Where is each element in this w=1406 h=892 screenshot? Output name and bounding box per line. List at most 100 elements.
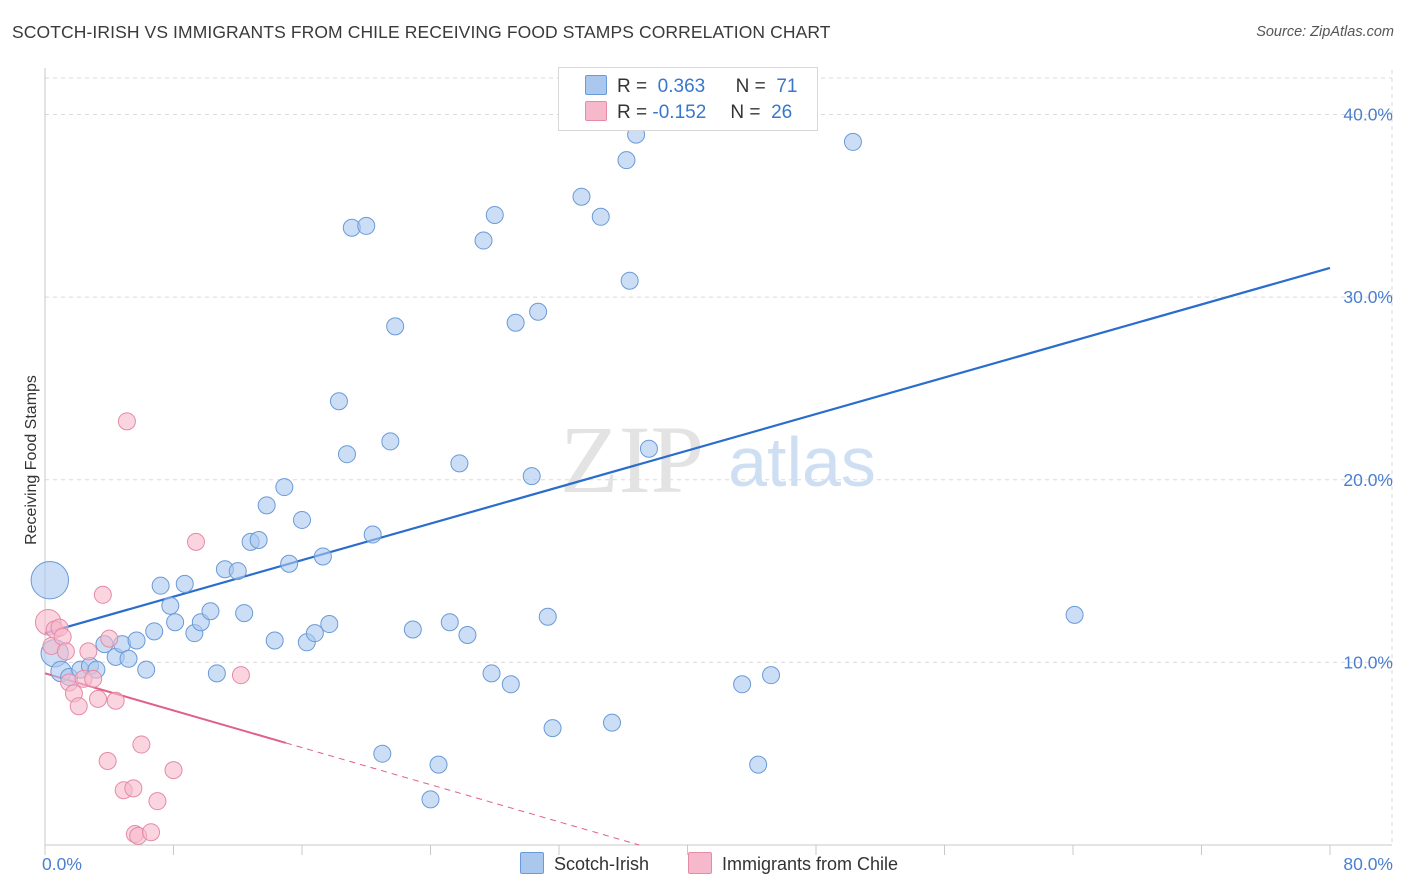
chile-point [124, 779, 143, 798]
bottom-legend-chile: Immigrants from Chile [688, 852, 898, 875]
scotch-irish-point [440, 613, 459, 632]
legend-n-label: N = [730, 102, 761, 123]
y-tick-label: 20.0% [1343, 470, 1393, 490]
scotch-irish-point [207, 664, 226, 683]
stats-legend: R = 0.363 N = 71 R = -0.152 N = 26 [558, 67, 818, 131]
watermark-atlas: atlas [728, 423, 876, 501]
chart-title: SCOTCH-IRISH VS IMMIGRANTS FROM CHILE RE… [12, 22, 831, 42]
chile-point [106, 691, 125, 710]
scotch-irish-point [733, 675, 752, 694]
legend-swatch-blue [585, 75, 607, 95]
scotch-irish-point [617, 151, 636, 170]
scotch-irish-point [474, 231, 493, 250]
scotch-irish-point [30, 561, 70, 600]
chile-point [89, 689, 108, 708]
scotch-irish-point [337, 445, 356, 464]
data-points [30, 125, 1084, 845]
scotch-irish-point [403, 620, 422, 639]
scotch-irish-point [137, 660, 156, 679]
scotch-irish-point [228, 562, 247, 581]
scotch-irish-point [522, 467, 541, 486]
legend-n-value: 26 [771, 102, 793, 123]
scotch-irish-point [501, 675, 520, 694]
scotch-irish-point [482, 664, 501, 683]
scotch-irish-point [373, 744, 392, 763]
chile-point [132, 735, 151, 754]
scotch-irish-point [249, 531, 268, 550]
legend-r-label: R = [617, 102, 648, 123]
scotch-irish-point [257, 496, 276, 515]
scotch-irish-point [762, 666, 781, 685]
chile-trend-line-extension [285, 742, 640, 846]
bottom-legend-scotch-irish: Scotch-Irish [520, 852, 649, 875]
scotch-irish-point [320, 615, 339, 634]
legend-swatch-pink [585, 101, 607, 121]
chile-point [142, 823, 161, 842]
trend-lines [44, 266, 1331, 846]
chile-point [69, 697, 88, 716]
legend-r-value: 0.363 [657, 76, 706, 97]
scotch-irish-point [639, 439, 658, 458]
scotch-irish-point [329, 392, 348, 411]
x-tick-label: 80.0% [1343, 854, 1393, 874]
scotch-irish-point [421, 790, 440, 809]
scotch-irish-point [386, 317, 405, 336]
bottom-legend-label: Scotch-Irish [554, 854, 650, 874]
scotch-irish-point [235, 604, 254, 623]
chile-point [53, 627, 72, 646]
chile-point [84, 669, 103, 688]
chile-point [231, 666, 250, 685]
scotch-irish-point [843, 132, 862, 151]
axes [44, 68, 1392, 855]
scotch-irish-point [280, 554, 299, 573]
legend-n-label: N = [735, 76, 766, 97]
scotch-irish-point [313, 547, 332, 566]
legend-n-value: 71 [776, 76, 798, 97]
scotch-irish-point [151, 576, 170, 595]
scotch-irish-point [603, 713, 622, 732]
legend-r-label: R = [617, 76, 648, 97]
grid-lines [45, 70, 1393, 845]
scotch-irish-point [529, 302, 548, 321]
scotch-irish-point [293, 510, 311, 529]
y-tick-label: 40.0% [1343, 105, 1393, 125]
scotch-irish-point [591, 207, 610, 226]
scotch-irish-point [275, 478, 294, 497]
scotch-irish-point [538, 607, 557, 626]
scotch-irish-point [543, 719, 562, 738]
scotch-irish-point [175, 574, 194, 593]
watermark-zip: ZIP [560, 406, 704, 513]
tick-labels: 10.0% 20.0% 30.0% 40.0% 0.0% 80.0% [42, 105, 1393, 874]
scotch-irish-point [620, 271, 639, 290]
scotch-irish-point [161, 596, 180, 615]
chile-point [100, 629, 119, 648]
chile-point [93, 585, 112, 604]
scotch-irish-point [127, 631, 146, 650]
scotch-irish-point [506, 313, 525, 332]
chile-point [79, 642, 98, 661]
legend-row-chile: R = -0.152 N = 26 [585, 101, 831, 127]
source-note: Source: ZipAtlas.com [1256, 24, 1394, 40]
scotch-irish-point [429, 755, 448, 774]
scotch-irish-point [1065, 605, 1084, 624]
scotch-irish-point [450, 454, 469, 473]
y-tick-label: 10.0% [1343, 652, 1393, 672]
legend-r-value: -0.152 [652, 102, 707, 123]
chile-point [98, 751, 117, 770]
bottom-legend-label: Immigrants from Chile [722, 854, 899, 874]
bottom-legend-swatch-pink [688, 852, 712, 874]
scotch-irish-trend-line [44, 266, 1331, 635]
scotch-irish-point [749, 755, 768, 774]
y-tick-label: 30.0% [1343, 287, 1393, 307]
scotch-irish-point [305, 624, 324, 643]
scotch-irish-point [381, 432, 400, 451]
x-tick-label: 0.0% [42, 854, 82, 874]
scotch-irish-point [572, 187, 591, 206]
chile-point [164, 761, 183, 780]
scotch-irish-point [119, 649, 138, 668]
scotch-irish-point [201, 602, 220, 621]
chile-point [186, 532, 205, 551]
chile-point [148, 792, 167, 811]
scotch-irish-point [265, 631, 284, 650]
